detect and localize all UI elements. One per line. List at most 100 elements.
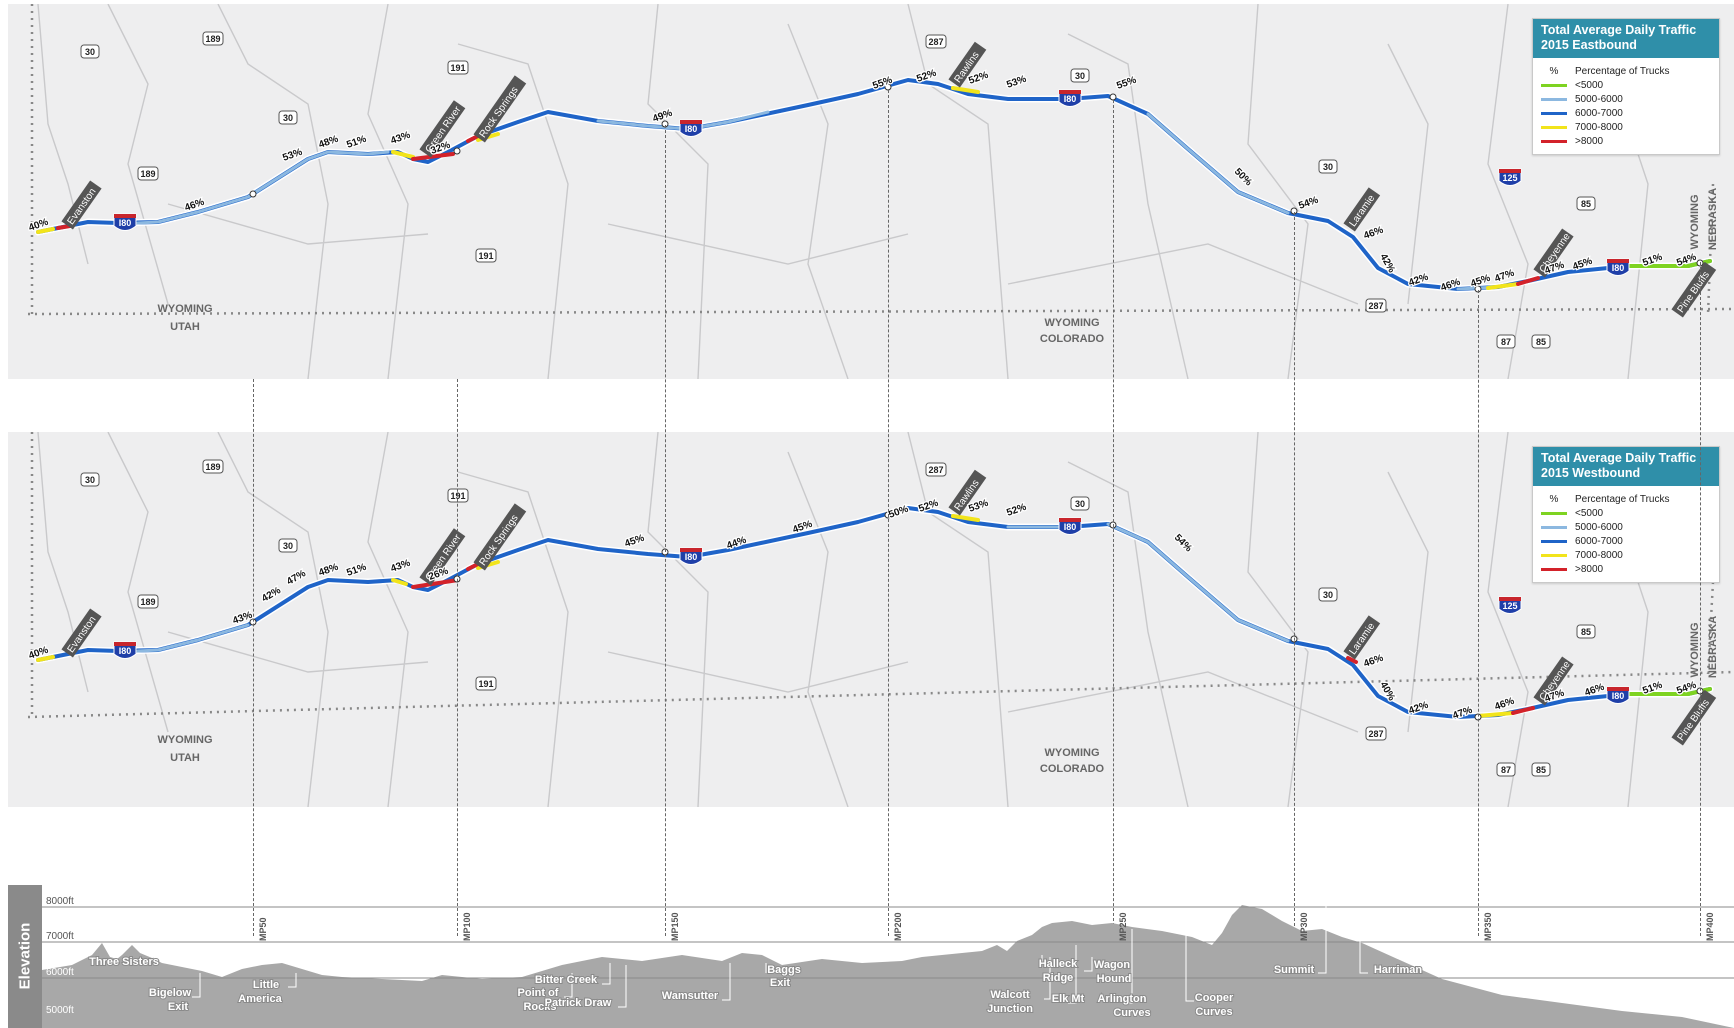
milepost-label: MP350 (1483, 912, 1493, 941)
elevation-tick: 8000ft (46, 896, 74, 907)
landmark-little-america: Little (253, 979, 279, 991)
landmark-patrick-draw: Patrick Draw (545, 997, 612, 1009)
truck-pct-label: 52% (1005, 502, 1028, 519)
state-label-wyoming-west: WYOMING (158, 734, 213, 746)
interstate-shield-4: I80 (1612, 263, 1625, 273)
route-shield-191b: 191 (478, 679, 493, 689)
state-label-wyoming-east: WYOMING (1689, 623, 1701, 678)
eastbound-map-panel: WYOMING UTAH WYOMING COLORADO WYOMING NE… (8, 4, 1734, 379)
truck-pct-label: 54% (1297, 195, 1320, 212)
state-label-wyoming-west: WYOMING (158, 303, 213, 315)
route-shield-287: 287 (928, 465, 943, 475)
milepost-label: MP200 (893, 912, 903, 941)
truck-pct-label: 55% (1115, 75, 1138, 92)
landmark-harriman: Harriman (1374, 964, 1423, 976)
truck-pct-label: 48% (317, 562, 340, 579)
legend-item: >8000 (1541, 562, 1713, 576)
milepost-guide (1113, 100, 1114, 936)
westbound-map: WYOMING UTAH WYOMING COLORADO WYOMING NE… (26, 432, 1734, 807)
truck-pct-label: 50% (887, 504, 910, 521)
route-shield-87: 87 (1501, 765, 1511, 775)
truck-pct-label: 46% (1362, 653, 1385, 670)
legend-item: 7000-8000 (1541, 120, 1713, 134)
legend-item: <5000 (1541, 506, 1713, 520)
route-shield-189b: 189 (140, 169, 155, 179)
milepost-guide (888, 90, 889, 936)
eastbound-legend: Total Average Daily Traffic 2015 Eastbou… (1532, 18, 1720, 155)
interstate-shield-2: I80 (685, 124, 698, 134)
milepost-label: MP50 (258, 917, 268, 941)
legend-item: 6000-7000 (1541, 106, 1713, 120)
route-shield-189: 189 (205, 34, 220, 44)
state-label-colorado: COLORADO (1040, 333, 1105, 345)
legend-title: Total Average Daily Traffic 2015 Eastbou… (1533, 19, 1719, 58)
truck-pct-label: 52% (967, 70, 990, 87)
landmark-three-sisters: Three Sisters (89, 956, 159, 968)
state-label-wyoming-south: WYOMING (1045, 317, 1100, 329)
city-pine-bluffs: Pine Bluffs (1676, 698, 1712, 743)
pct-label: Percentage of Trucks (1575, 65, 1670, 77)
landmark-bigelow-exit-2: Exit (168, 1001, 189, 1013)
route-shield-87: 87 (1501, 337, 1511, 347)
city-pine-bluffs: Pine Bluffs (1676, 270, 1712, 315)
truck-pct-label: 43% (389, 558, 412, 575)
truck-pct-label: 53% (1005, 74, 1028, 91)
elevation-axis-label: Elevation (8, 885, 42, 1028)
interstate-shield-4: I80 (1612, 691, 1625, 701)
interstate-shield-3: I80 (1064, 94, 1077, 104)
route-shield-189b: 189 (140, 597, 155, 607)
milepost-guide (253, 379, 254, 936)
milepost-guide (665, 125, 666, 936)
elevation-chart: 8000ft 7000ft 6000ft 5000ft MP50 MP100 M… (42, 896, 1734, 1028)
landmark-wamsutter: Wamsutter (662, 990, 719, 1002)
landmark-little-america-2: America (238, 993, 282, 1005)
landmark-baggs-exit: Baggs (767, 964, 801, 976)
landmark-cooper-curves: Cooper (1195, 992, 1234, 1004)
interstate-shield: I80 (119, 646, 132, 656)
truck-pct-label: 51% (345, 562, 368, 579)
legend-title: Total Average Daily Traffic 2015 Westbou… (1533, 447, 1719, 486)
state-label-wyoming-south: WYOMING (1045, 747, 1100, 759)
legend-item: 5000-6000 (1541, 520, 1713, 534)
truck-pct-label: 43% (389, 130, 412, 147)
landmark-cooper-curves-2: Curves (1195, 1006, 1232, 1018)
landmark-bigelow-exit: Bigelow (149, 987, 192, 999)
westbound-map-panel: WYOMING UTAH WYOMING COLORADO WYOMING NE… (8, 432, 1734, 807)
truck-pct-label: 47% (285, 568, 308, 588)
legend-item: 5000-6000 (1541, 92, 1713, 106)
truck-pct-label: 45% (623, 533, 646, 550)
route-shield-30c: 30 (1075, 499, 1085, 509)
landmark-bitter-creek: Bitter Creek (535, 974, 598, 986)
route-shield-191: 191 (450, 491, 465, 501)
milepost-label: MP150 (670, 912, 680, 941)
landmark-arlington-curves-2: Curves (1113, 1007, 1150, 1019)
truck-pct-label: 48% (317, 134, 340, 151)
westbound-legend: Total Average Daily Traffic 2015 Westbou… (1532, 446, 1720, 583)
route-shield-85: 85 (1581, 199, 1591, 209)
legend-item: 6000-7000 (1541, 534, 1713, 548)
route-shield-30d: 30 (1323, 590, 1333, 600)
landmark-arlington-curves: Arlington (1098, 993, 1147, 1005)
route-shield-287b: 287 (1368, 301, 1383, 311)
route-shield-85: 85 (1581, 627, 1591, 637)
milepost-label: MP300 (1299, 912, 1309, 941)
interstate-shield-125: 125 (1502, 173, 1517, 183)
truck-pct-label: 53% (967, 498, 990, 515)
landmark-halleck-ridge-2: Ridge (1043, 972, 1074, 984)
pct-symbol: % (1549, 65, 1559, 77)
route-shield-287b: 287 (1368, 729, 1383, 739)
route-shield-191: 191 (450, 63, 465, 73)
interstate-shield-2: I80 (685, 552, 698, 562)
state-label-nebraska: NEBRASKA (1707, 616, 1719, 678)
route-shield-30: 30 (85, 475, 95, 485)
milepost-guide (1294, 212, 1295, 936)
milepost-guide (1478, 290, 1479, 936)
legend-item: 7000-8000 (1541, 548, 1713, 562)
state-label-utah: UTAH (170, 321, 200, 333)
route-shield-189: 189 (205, 462, 220, 472)
elevation-profile: Elevation 8000ft 7000ft 6000ft 5000ft MP… (8, 885, 1734, 1028)
landmark-wagon-hound-2: Hound (1097, 973, 1132, 985)
legend-item: <5000 (1541, 78, 1713, 92)
landmark-walcott-junction: Walcott (990, 989, 1030, 1001)
interstate-shield: I80 (119, 218, 132, 228)
